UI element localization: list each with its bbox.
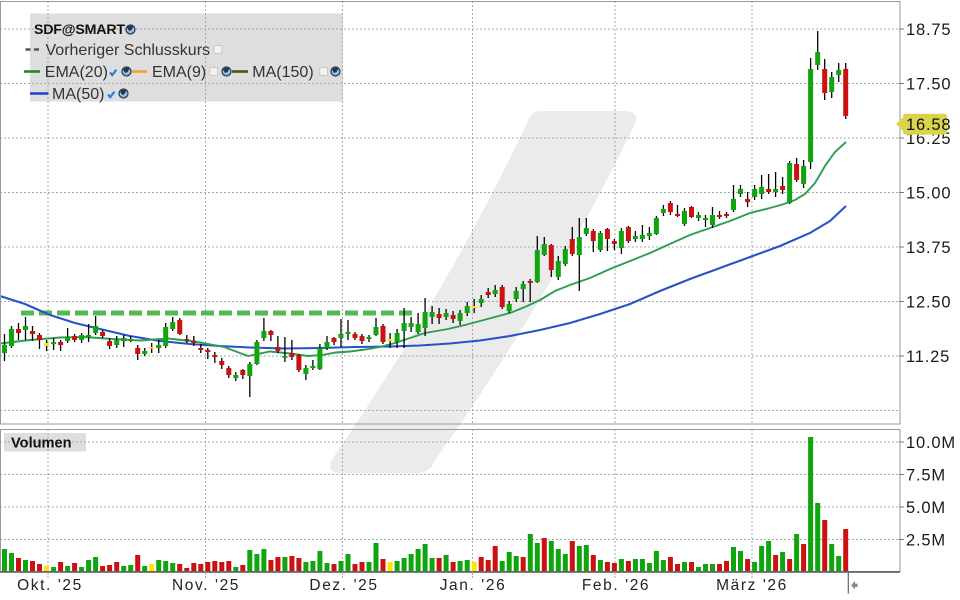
svg-text:Nov. '25: Nov. '25: [172, 577, 240, 594]
svg-text:12.50: 12.50: [906, 293, 951, 311]
svg-text:2.5M: 2.5M: [906, 531, 946, 549]
svg-text:18.75: 18.75: [906, 21, 951, 39]
svg-text:11.25: 11.25: [906, 348, 950, 366]
svg-text:5.0M: 5.0M: [906, 499, 946, 517]
svg-text:17.50: 17.50: [906, 75, 951, 93]
svg-text:EMA(20): EMA(20): [45, 64, 108, 81]
svg-text:MA(150): MA(150): [252, 64, 313, 81]
svg-text:MA(50): MA(50): [52, 86, 104, 103]
svg-text:Vorheriger Schlusskurs: Vorheriger Schlusskurs: [46, 42, 211, 59]
svg-text:März '26: März '26: [716, 577, 788, 594]
svg-text:Jan. '26: Jan. '26: [440, 577, 507, 594]
svg-text:15.00: 15.00: [906, 184, 951, 202]
svg-text:13.75: 13.75: [906, 239, 951, 257]
svg-text:Dez. '25: Dez. '25: [309, 577, 378, 594]
svg-text:EMA(9): EMA(9): [152, 64, 206, 81]
svg-text:10.0M: 10.0M: [906, 434, 956, 452]
svg-text:Volumen: Volumen: [11, 435, 72, 451]
svg-text:7.5M: 7.5M: [906, 466, 946, 484]
svg-text:Feb. '26: Feb. '26: [582, 577, 650, 594]
svg-text:Okt. '25: Okt. '25: [17, 577, 83, 594]
svg-text:16.58: 16.58: [906, 116, 951, 134]
svg-text:SDF@SMART: SDF@SMART: [34, 22, 125, 38]
